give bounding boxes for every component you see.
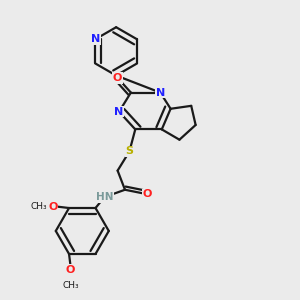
Text: O: O (66, 265, 75, 275)
Text: N: N (156, 88, 165, 98)
Text: N: N (91, 34, 100, 44)
Text: O: O (113, 73, 122, 83)
Text: S: S (125, 146, 134, 157)
Text: N: N (115, 107, 124, 117)
Text: N: N (91, 34, 100, 44)
Text: CH₃: CH₃ (62, 280, 79, 290)
Text: CH₃: CH₃ (31, 202, 47, 211)
Text: HN: HN (96, 192, 113, 202)
Text: methoxy: methoxy (37, 206, 43, 207)
Text: O: O (48, 202, 58, 212)
Text: O: O (142, 189, 152, 199)
